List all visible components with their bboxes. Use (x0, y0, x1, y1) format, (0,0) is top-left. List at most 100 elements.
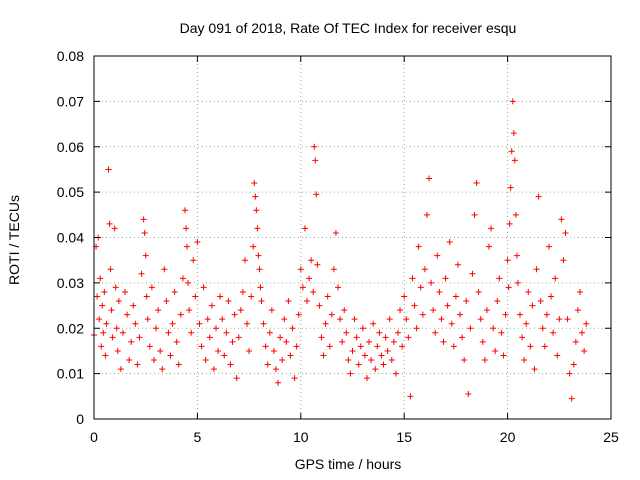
data-point (266, 329, 273, 336)
data-point (148, 284, 155, 291)
data-point (256, 266, 263, 273)
x-tick-label: 15 (396, 429, 412, 445)
data-point (444, 302, 451, 309)
data-point (535, 193, 542, 200)
data-point (299, 284, 306, 291)
data-point (378, 352, 385, 359)
data-point (401, 293, 408, 300)
data-point (562, 229, 569, 236)
data-point (275, 379, 282, 386)
data-point (107, 266, 114, 273)
axis-ticks: 0 5 10 15 20 25 0 0.01 0.02 0.03 0.04 0.05 0.06 0.07 0… (57, 48, 619, 445)
data-point (349, 347, 356, 354)
data-point (339, 338, 346, 345)
data-point (541, 343, 548, 350)
data-point (246, 347, 253, 354)
data-point (442, 275, 449, 282)
data-point (355, 361, 362, 368)
data-point (251, 180, 258, 187)
data-point (136, 334, 143, 341)
data-point (184, 243, 191, 250)
data-point (505, 284, 512, 291)
data-point (504, 257, 511, 264)
data-point (328, 311, 335, 318)
data-point (196, 320, 203, 327)
data-point (192, 293, 199, 300)
data-point (353, 334, 360, 341)
data-point (314, 261, 321, 268)
data-point (550, 329, 557, 336)
data-point (558, 216, 565, 223)
data-point (554, 352, 561, 359)
data-point (426, 175, 433, 182)
data-point (101, 288, 108, 295)
data-point (517, 311, 524, 318)
data-point (483, 307, 490, 314)
data-point (409, 275, 416, 282)
data-point (357, 343, 364, 350)
data-point (374, 343, 381, 350)
data-point (494, 298, 501, 305)
data-point (477, 316, 484, 323)
data-point (185, 279, 192, 286)
data-point (461, 357, 468, 364)
data-point (423, 211, 430, 218)
data-point (233, 375, 240, 382)
data-point (140, 216, 147, 223)
data-point (134, 361, 141, 368)
data-point (179, 275, 186, 282)
data-point (523, 320, 530, 327)
data-point (568, 395, 575, 402)
data-point (150, 357, 157, 364)
data-point (386, 316, 393, 323)
data-point (545, 243, 552, 250)
x-tick-label: 20 (500, 429, 516, 445)
data-point (213, 325, 220, 332)
data-point (126, 357, 133, 364)
data-point (204, 316, 211, 323)
data-point (94, 293, 101, 300)
data-point (272, 366, 279, 373)
data-point (297, 266, 304, 273)
data-point (252, 193, 259, 200)
data-point (467, 325, 474, 332)
data-point (428, 279, 435, 286)
data-point (163, 298, 170, 305)
data-point (143, 293, 150, 300)
data-point (264, 361, 271, 368)
data-point (322, 320, 329, 327)
data-point (138, 270, 145, 277)
data-point (237, 307, 244, 314)
data-point (253, 207, 260, 214)
data-point (132, 320, 139, 327)
x-tick-label: 25 (603, 429, 619, 445)
data-point (570, 361, 577, 368)
data-point (430, 307, 437, 314)
data-point (576, 288, 583, 295)
y-tick-label: 0.06 (57, 139, 84, 155)
data-point (111, 225, 118, 232)
data-point (260, 320, 267, 327)
data-point (351, 316, 358, 323)
data-point (432, 329, 439, 336)
data-point (183, 225, 190, 232)
data-point (177, 311, 184, 318)
data-point (215, 347, 222, 354)
data-point (574, 307, 581, 314)
data-point (531, 366, 538, 373)
data-point (527, 343, 534, 350)
data-point (190, 257, 197, 264)
data-point (407, 393, 414, 400)
data-point (167, 352, 174, 359)
data-point (122, 288, 129, 295)
data-point (128, 338, 135, 345)
data-point (413, 325, 420, 332)
data-point (324, 293, 331, 300)
chart-title: Day 091 of 2018, Rate Of TEC Index for r… (180, 20, 517, 36)
data-point (221, 352, 228, 359)
y-tick-label: 0 (76, 411, 84, 427)
data-point (507, 184, 514, 191)
data-point (194, 239, 201, 246)
data-point (262, 343, 269, 350)
data-point (390, 338, 397, 345)
